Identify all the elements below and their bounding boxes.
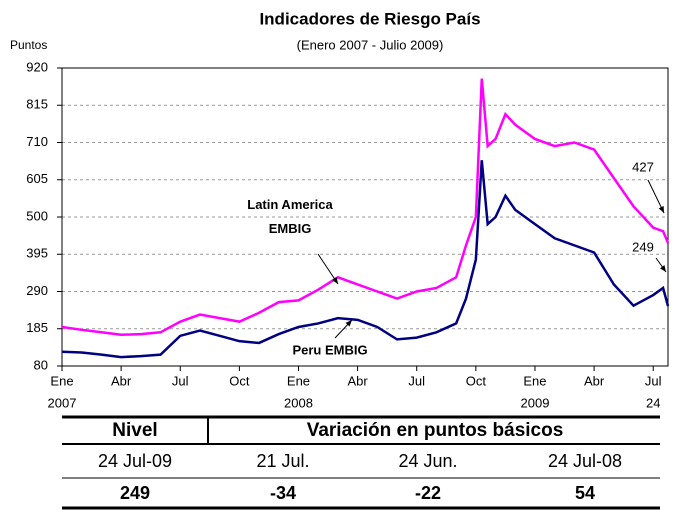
table-cell: 54 bbox=[575, 483, 595, 503]
y-tick-label: 500 bbox=[26, 208, 48, 223]
x-tick-label: Abr bbox=[111, 373, 132, 388]
y-tick-label: 920 bbox=[26, 59, 48, 74]
plot-frame bbox=[61, 67, 669, 367]
x-tick-label: Abr bbox=[347, 373, 368, 388]
table-header: Nivel bbox=[112, 420, 157, 441]
series-label: Latin America EMBIG bbox=[247, 197, 333, 236]
series-line bbox=[61, 160, 670, 359]
chart-title: Indicadores de Riesgo País bbox=[259, 9, 480, 28]
table-cell: 24 Jun. bbox=[398, 451, 457, 471]
table-cell: -22 bbox=[415, 483, 441, 503]
x-tick-label: Ene bbox=[523, 373, 546, 388]
table-cell: 24 Jul-08 bbox=[548, 451, 622, 471]
x-tick-label: Oct bbox=[229, 373, 250, 388]
series-label: Peru EMBIG bbox=[292, 342, 367, 357]
x-tick-label: Jul bbox=[408, 373, 425, 388]
chart-subtitle: (Enero 2007 - Julio 2009) bbox=[297, 37, 444, 52]
table-cell: 249 bbox=[120, 483, 150, 503]
y-tick-label: 605 bbox=[26, 171, 48, 186]
y-tick-label: 290 bbox=[26, 283, 48, 298]
x-year-label: 2009 bbox=[521, 395, 550, 410]
x-year-label: 24 bbox=[646, 395, 660, 410]
x-tick-label: Abr bbox=[584, 373, 605, 388]
arrow-head bbox=[660, 265, 666, 272]
table-cell: 24 Jul-09 bbox=[98, 451, 172, 471]
end-label: 427 bbox=[632, 159, 654, 174]
x-tick-label: Jul bbox=[645, 373, 662, 388]
y-axis-label: Puntos bbox=[10, 38, 47, 52]
table-cell: 21 Jul. bbox=[256, 451, 309, 471]
table-header: Variación en puntos básicos bbox=[307, 420, 564, 441]
x-tick-label: Jul bbox=[172, 373, 189, 388]
x-tick-label: Oct bbox=[466, 373, 487, 388]
arrow-head bbox=[658, 206, 664, 213]
y-tick-label: 815 bbox=[26, 97, 48, 112]
y-tick-label: 710 bbox=[26, 134, 48, 149]
y-tick-label: 395 bbox=[26, 246, 48, 261]
arrow-head bbox=[332, 277, 338, 284]
x-tick-label: Ene bbox=[287, 373, 310, 388]
x-tick-label: Ene bbox=[50, 373, 73, 388]
x-year-label: 2008 bbox=[284, 395, 313, 410]
y-tick-label: 80 bbox=[34, 357, 48, 372]
series-line bbox=[61, 78, 670, 337]
table-cell: -34 bbox=[270, 483, 296, 503]
y-tick-label: 185 bbox=[26, 320, 48, 335]
x-year-label: 2007 bbox=[48, 395, 77, 410]
arrow-head bbox=[345, 320, 352, 327]
end-label: 249 bbox=[632, 239, 654, 254]
